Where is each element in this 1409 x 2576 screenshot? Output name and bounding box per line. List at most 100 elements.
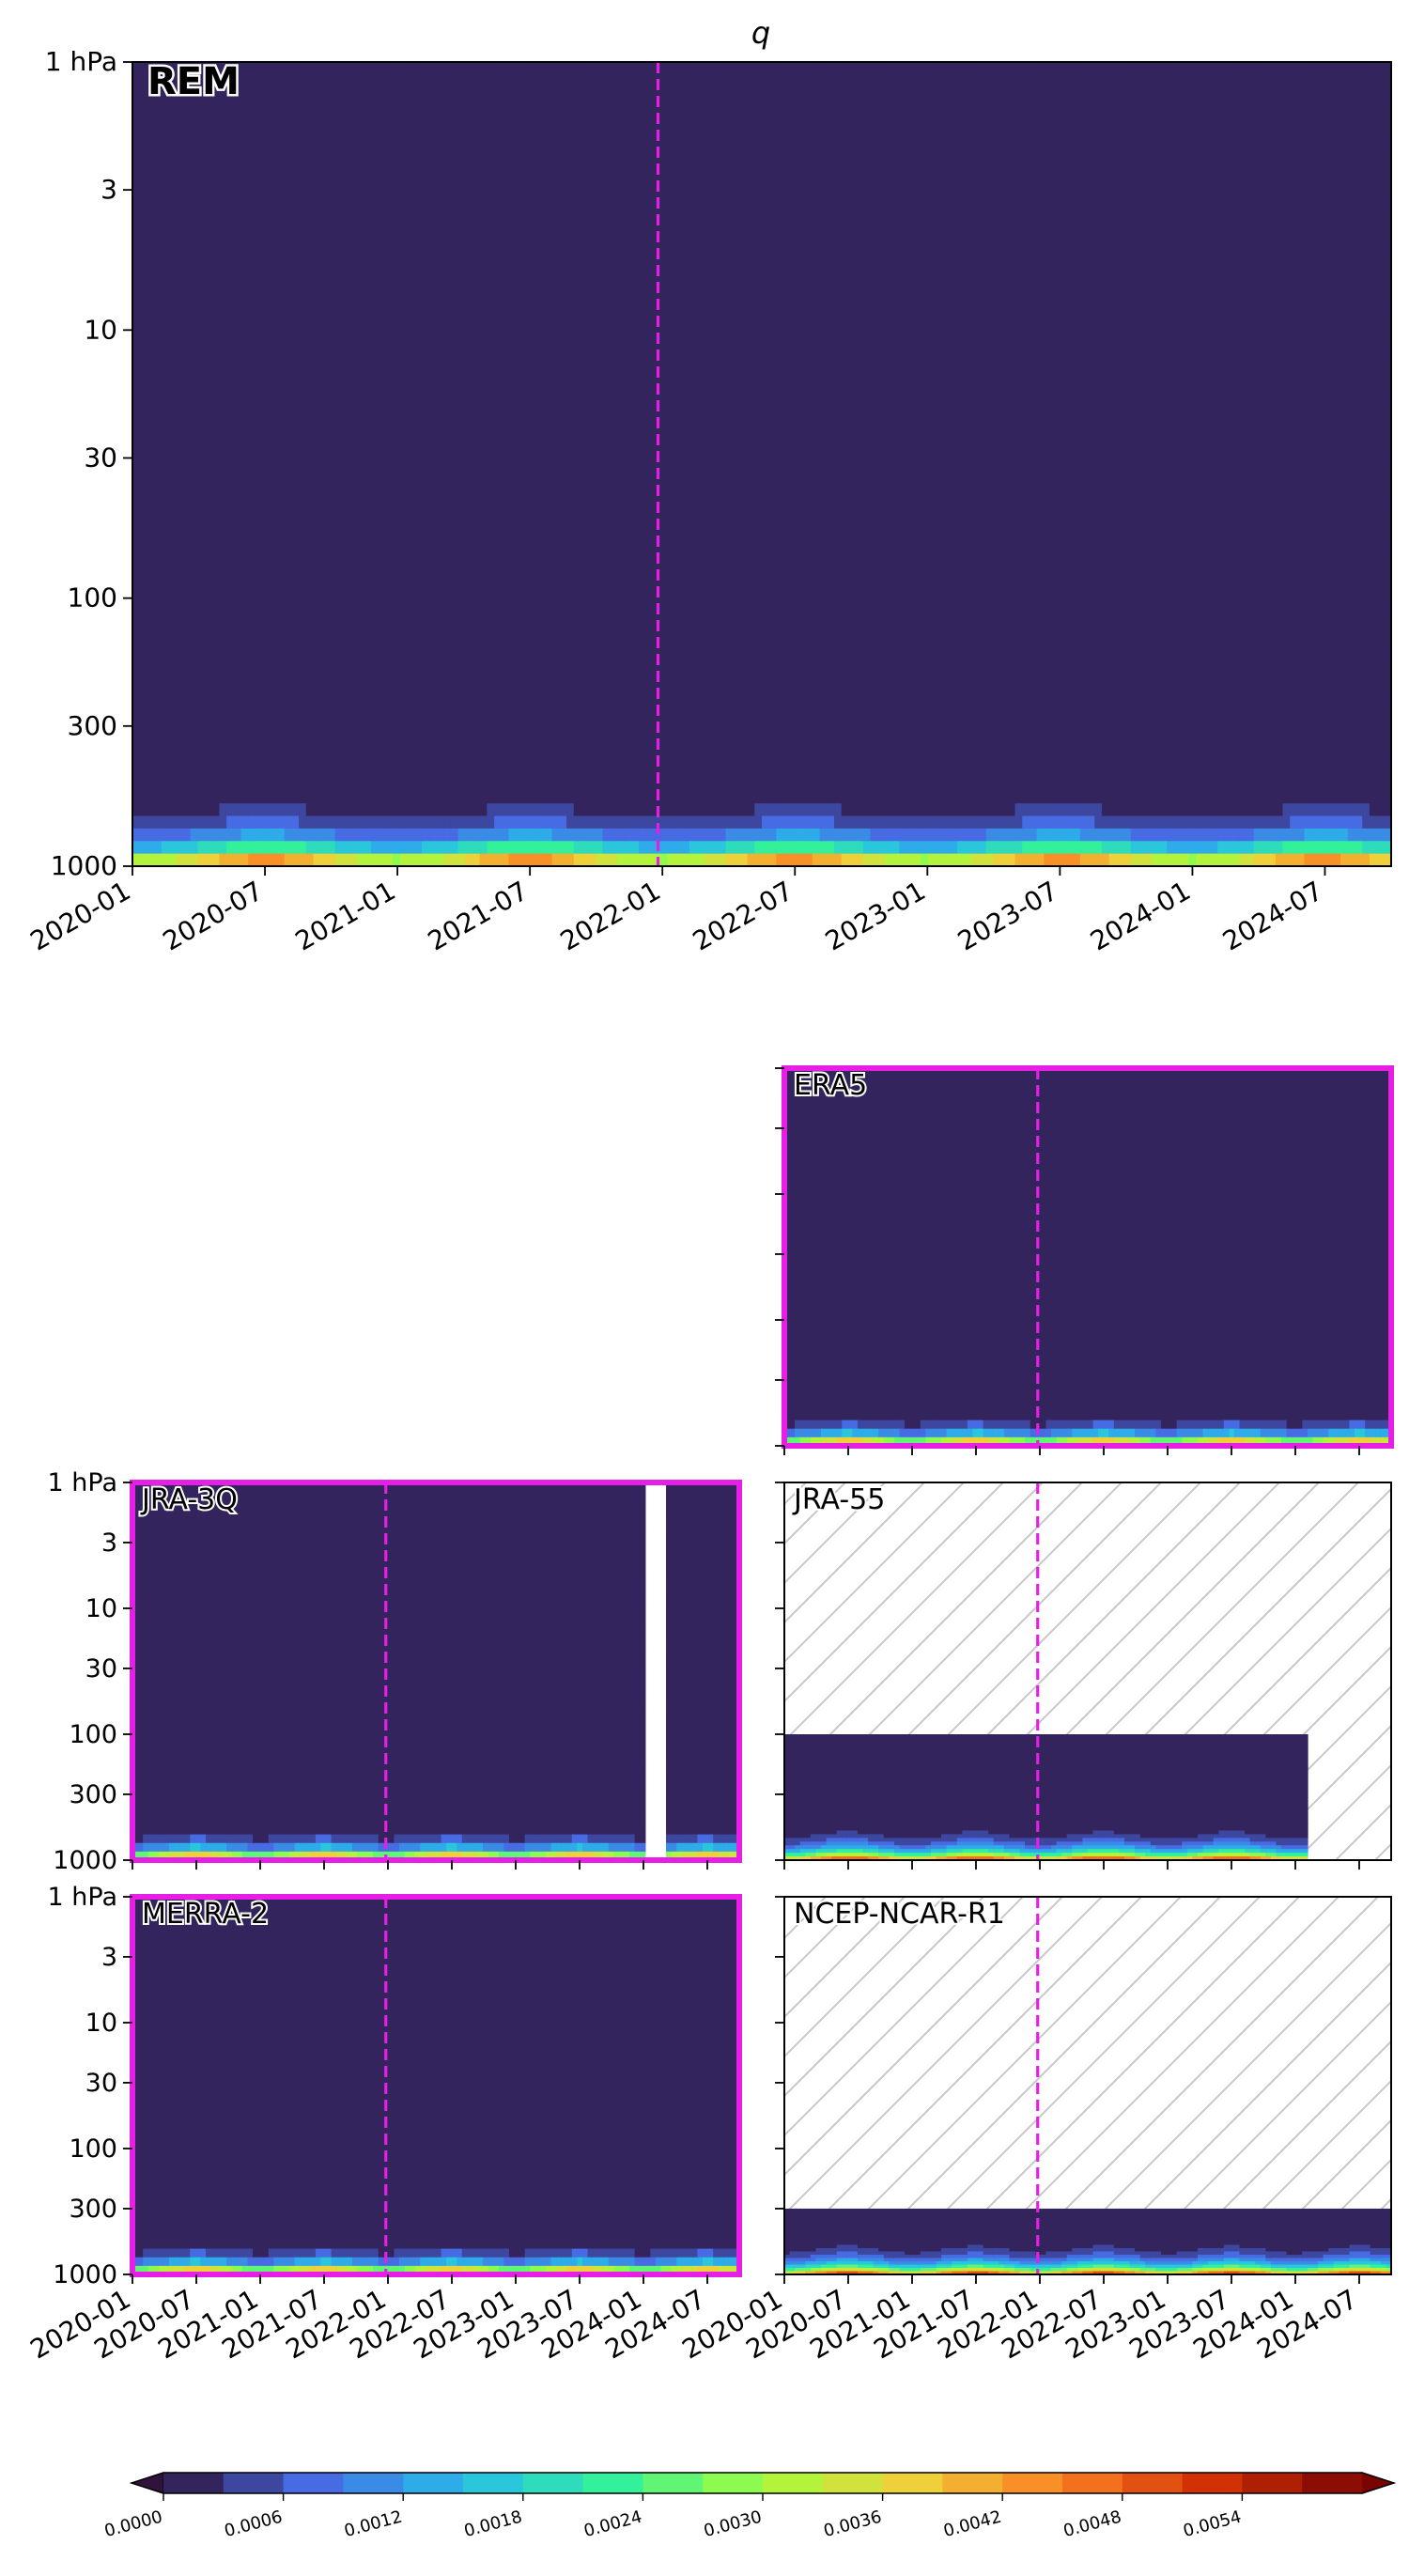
heatmap-cell xyxy=(645,727,655,741)
heatmap-cell xyxy=(581,589,589,603)
heatmap-cell xyxy=(205,627,213,641)
heatmap-cell xyxy=(689,187,698,201)
heatmap-cell xyxy=(559,790,567,804)
heatmap-cell xyxy=(291,489,300,503)
heatmap-cell xyxy=(399,778,409,792)
heatmap-cell xyxy=(168,640,177,654)
heatmap-cell xyxy=(465,212,473,226)
heatmap-cell xyxy=(616,238,626,252)
heatmap-cell xyxy=(270,803,278,817)
heatmap-cell xyxy=(334,640,344,654)
heatmap-cell xyxy=(465,287,473,302)
heatmap-cell xyxy=(428,476,438,490)
heatmap-cell xyxy=(631,476,640,490)
heatmap-cell xyxy=(305,602,315,616)
heatmap-cell xyxy=(522,263,532,277)
heatmap-cell xyxy=(450,439,459,453)
heatmap-cell xyxy=(168,828,177,842)
heatmap-cell xyxy=(334,287,344,302)
heatmap-cell xyxy=(639,665,647,679)
heatmap-cell xyxy=(248,740,256,754)
heatmap-cell xyxy=(508,815,517,830)
heatmap-cell xyxy=(305,589,315,603)
heatmap-cell xyxy=(682,364,690,378)
heatmap-cell xyxy=(270,677,278,691)
heatmap-cell xyxy=(443,803,452,817)
heatmap-cell xyxy=(450,577,459,591)
heatmap-cell xyxy=(465,464,473,478)
heatmap-cell xyxy=(573,753,582,767)
heatmap-cell xyxy=(327,325,336,339)
heatmap-cell xyxy=(277,137,286,151)
heatmap-cell xyxy=(508,238,517,252)
heatmap-cell xyxy=(176,225,184,239)
heatmap-cell xyxy=(161,526,170,540)
heatmap-cell xyxy=(219,665,227,679)
heatmap-cell xyxy=(551,677,561,691)
heatmap-cell xyxy=(610,376,618,390)
heatmap-cell xyxy=(226,602,235,616)
heatmap-cell xyxy=(270,388,278,402)
heatmap-cell xyxy=(399,853,409,866)
heatmap-cell xyxy=(147,376,155,390)
heatmap-cell xyxy=(645,263,655,277)
heatmap-cell xyxy=(168,652,177,666)
heatmap-cell xyxy=(414,614,423,628)
heatmap-cell xyxy=(494,287,503,302)
heatmap-cell xyxy=(660,313,669,327)
heatmap-cell xyxy=(407,828,416,842)
heatmap-cell xyxy=(154,112,163,126)
heatmap-cell xyxy=(313,602,321,616)
heatmap-cell xyxy=(516,640,524,654)
heatmap-cell xyxy=(457,464,466,478)
heatmap-cell xyxy=(522,766,532,780)
heatmap-cell xyxy=(219,766,227,780)
heatmap-cell xyxy=(551,250,561,264)
heatmap-cell xyxy=(161,301,170,315)
heatmap-cell xyxy=(226,74,235,88)
heatmap-cell xyxy=(356,539,365,553)
heatmap-cell xyxy=(494,753,503,767)
heatmap-cell xyxy=(588,703,596,717)
heatmap-cell xyxy=(305,451,315,465)
heatmap-cell xyxy=(378,514,387,528)
heatmap-cell xyxy=(334,149,344,163)
heatmap-cell xyxy=(399,225,409,239)
heatmap-cell xyxy=(349,200,358,214)
heatmap-cell xyxy=(516,815,524,830)
heatmap-cell xyxy=(284,828,293,842)
heatmap-cell xyxy=(667,715,676,729)
heatmap-cell xyxy=(516,350,524,365)
heatmap-cell xyxy=(139,426,148,440)
heatmap-cell xyxy=(588,124,596,138)
heatmap-cell xyxy=(349,100,358,114)
heatmap-cell xyxy=(233,451,242,465)
heatmap-cell xyxy=(573,401,582,415)
heatmap-cell xyxy=(631,803,640,817)
heatmap-cell xyxy=(233,640,242,654)
heatmap-cell xyxy=(176,250,184,264)
heatmap-cell xyxy=(414,100,423,114)
heatmap-cell xyxy=(479,100,488,114)
heatmap-cell xyxy=(147,338,155,352)
heatmap-cell xyxy=(168,464,177,478)
heatmap-cell xyxy=(645,803,655,817)
heatmap-cell xyxy=(407,175,416,189)
heatmap-cell xyxy=(182,364,192,378)
heatmap-cell xyxy=(327,489,336,503)
heatmap-cell xyxy=(168,815,177,830)
heatmap-cell xyxy=(262,514,271,528)
heatmap-cell xyxy=(559,200,567,214)
heatmap-cell xyxy=(190,137,199,151)
heatmap-cell xyxy=(197,338,206,352)
heatmap-cell xyxy=(689,803,698,817)
heatmap-cell xyxy=(356,149,365,163)
heatmap-cell xyxy=(205,238,213,252)
heatmap-cell xyxy=(219,426,227,440)
heatmap-cell xyxy=(284,100,293,114)
heatmap-cell xyxy=(689,665,698,679)
heatmap-cell xyxy=(624,539,633,553)
heatmap-cell xyxy=(595,388,604,402)
heatmap-cell xyxy=(472,614,481,628)
heatmap-cell xyxy=(472,602,481,616)
